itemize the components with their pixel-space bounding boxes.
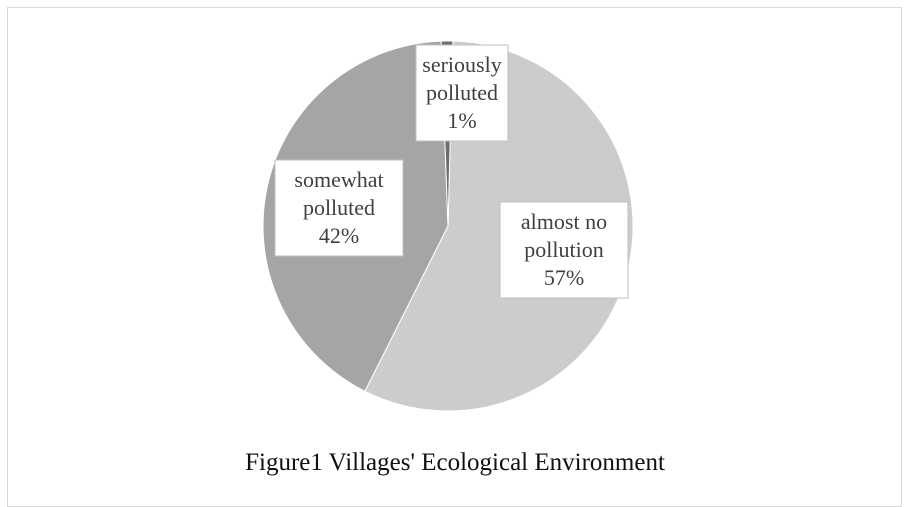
data-label-almost-no-pollution: almost no pollution 57%: [499, 201, 629, 299]
data-label-percent: 57%: [544, 265, 584, 290]
data-label-box: [274, 159, 404, 257]
data-label-somewhat-polluted: somewhat polluted 42%: [274, 159, 404, 257]
data-label-box: [415, 44, 509, 142]
data-label-name: polluted: [426, 80, 498, 105]
data-label-percent: 1%: [447, 108, 476, 133]
data-label-percent: 42%: [319, 223, 359, 248]
data-label-seriously-polluted: seriously polluted 1%: [415, 44, 509, 142]
pie-data-labels: almost no pollution 57% somewhat polluted 42%…: [274, 44, 629, 299]
figure-caption: Figure1 Villages' Ecological Environment: [245, 449, 665, 476]
data-label-box: [499, 201, 629, 299]
pie-chart: almost no pollution 57% somewhat polluted 42%…: [262, 40, 634, 412]
data-label-name: somewhat: [294, 167, 383, 192]
data-label-name: seriously: [422, 52, 501, 77]
data-label-name: polluted: [303, 195, 375, 220]
data-label-name: pollution: [524, 237, 603, 262]
data-label-name: almost no: [521, 209, 607, 234]
